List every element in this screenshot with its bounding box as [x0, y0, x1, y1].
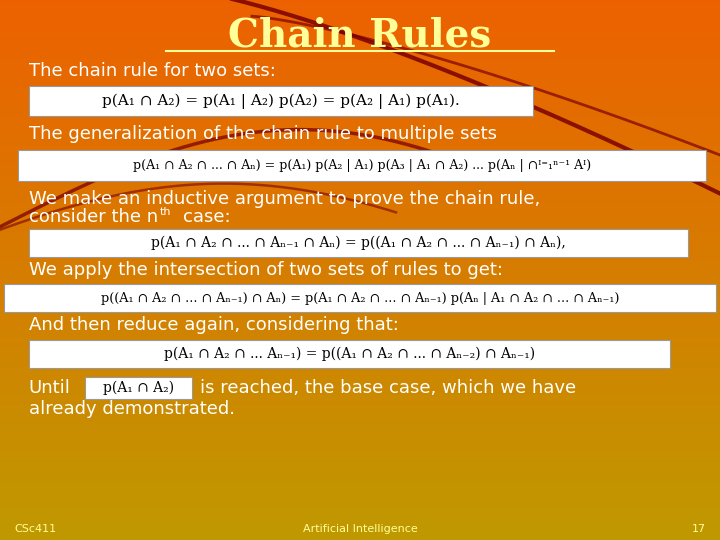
Text: The chain rule for two sets:: The chain rule for two sets: — [29, 62, 276, 80]
Text: p(A₁ ∩ A₂) = p(A₁ | A₂) p(A₂) = p(A₂ | A₁) p(A₁).: p(A₁ ∩ A₂) = p(A₁ | A₂) p(A₂) = p(A₂ | A… — [102, 93, 459, 109]
Text: Until: Until — [29, 379, 71, 397]
Text: p((A₁ ∩ A₂ ∩ ... ∩ Aₙ₋₁) ∩ Aₙ) = p(A₁ ∩ A₂ ∩ ... ∩ Aₙ₋₁) p(Aₙ | A₁ ∩ A₂ ∩ ... ∩ : p((A₁ ∩ A₂ ∩ ... ∩ Aₙ₋₁) ∩ Aₙ) = p(A₁ ∩ … — [101, 292, 619, 305]
Text: p(A₁ ∩ A₂ ∩ ... Aₙ₋₁) = p((A₁ ∩ A₂ ∩ ... ∩ Aₙ₋₂) ∩ Aₙ₋₁): p(A₁ ∩ A₂ ∩ ... Aₙ₋₁) = p((A₁ ∩ A₂ ∩ ...… — [163, 347, 535, 361]
FancyBboxPatch shape — [29, 86, 533, 116]
Text: is reached, the base case, which we have: is reached, the base case, which we have — [200, 379, 576, 397]
FancyBboxPatch shape — [85, 377, 192, 399]
Text: The generalization of the chain rule to multiple sets: The generalization of the chain rule to … — [29, 125, 497, 143]
Text: p(A₁ ∩ A₂): p(A₁ ∩ A₂) — [103, 381, 174, 395]
Text: case:: case: — [183, 208, 230, 226]
Text: And then reduce again, considering that:: And then reduce again, considering that: — [29, 316, 399, 334]
Text: CSc411: CSc411 — [14, 524, 57, 534]
Text: already demonstrated.: already demonstrated. — [29, 400, 235, 418]
FancyBboxPatch shape — [4, 284, 716, 312]
Text: consider the n: consider the n — [29, 208, 158, 226]
Text: 17: 17 — [691, 524, 706, 534]
Text: Artificial Intelligence: Artificial Intelligence — [302, 524, 418, 534]
FancyBboxPatch shape — [29, 340, 670, 368]
Text: We make an inductive argument to prove the chain rule,: We make an inductive argument to prove t… — [29, 190, 540, 208]
FancyBboxPatch shape — [29, 229, 688, 257]
Text: th: th — [160, 207, 171, 217]
Text: p(A₁ ∩ A₂ ∩ ... ∩ Aₙ₋₁ ∩ Aₙ) = p((A₁ ∩ A₂ ∩ ... ∩ Aₙ₋₁) ∩ Aₙ),: p(A₁ ∩ A₂ ∩ ... ∩ Aₙ₋₁ ∩ Aₙ) = p((A₁ ∩ A… — [150, 236, 566, 250]
Text: We apply the intersection of two sets of rules to get:: We apply the intersection of two sets of… — [29, 261, 503, 279]
FancyBboxPatch shape — [18, 150, 706, 181]
Text: Chain Rules: Chain Rules — [228, 16, 492, 54]
Text: p(A₁ ∩ A₂ ∩ ... ∩ Aₙ) = p(A₁) p(A₂ | A₁) p(A₃ | A₁ ∩ A₂) ... p(Aₙ | ∩ᴵ⁼₁ⁿ⁻¹ Aᴵ): p(A₁ ∩ A₂ ∩ ... ∩ Aₙ) = p(A₁) p(A₂ | A₁)… — [132, 159, 591, 172]
